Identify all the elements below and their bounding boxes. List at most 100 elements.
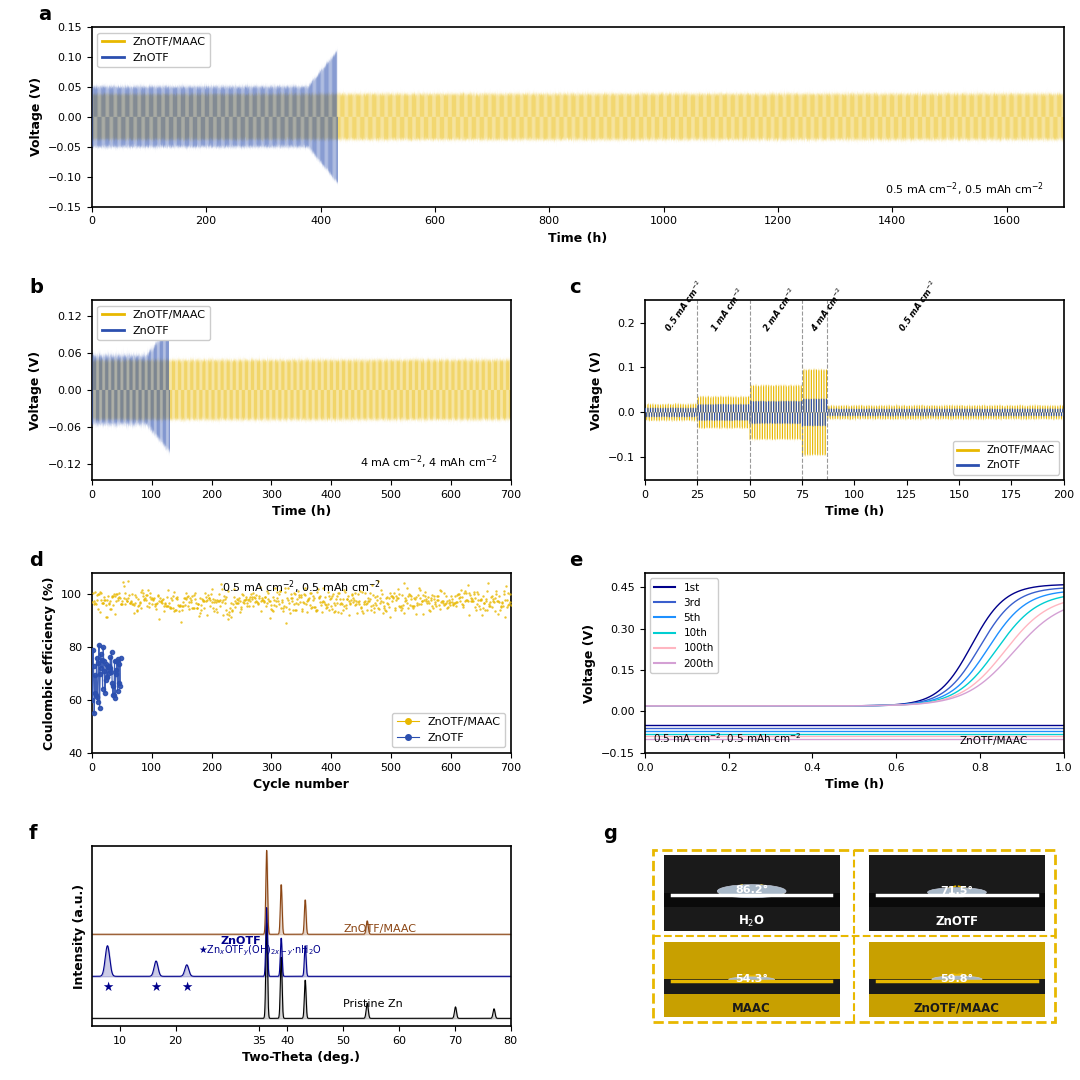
Point: [465, 585, 483, 603]
Y-axis label: Voltage (V): Voltage (V): [590, 350, 603, 430]
Point: [377, 602, 394, 619]
Point: [370, 600, 388, 618]
X-axis label: Cycle number: Cycle number: [254, 779, 349, 792]
Point: [347, 595, 364, 612]
Point: [192, 602, 210, 619]
Point: [163, 599, 180, 617]
Point: [258, 583, 275, 600]
Point: [464, 592, 482, 609]
Point: [393, 602, 410, 619]
Point: [262, 596, 280, 613]
Point: [265, 596, 282, 613]
Point: [190, 595, 207, 612]
Point: [248, 593, 266, 610]
Point: [171, 597, 188, 615]
Bar: [869, 855, 1045, 931]
Point: [409, 586, 427, 604]
Point: [411, 581, 429, 598]
Point: [144, 590, 161, 607]
Point: [496, 582, 513, 599]
Point: [438, 599, 456, 617]
Point: [330, 584, 348, 602]
Point: [448, 593, 465, 610]
Legend: ZnOTF/MAAC, ZnOTF: ZnOTF/MAAC, ZnOTF: [953, 441, 1058, 474]
Point: [386, 600, 403, 618]
Point: [89, 586, 106, 604]
Point: [231, 604, 248, 621]
Point: [318, 596, 335, 613]
Legend: ZnOTF/MAAC, ZnOTF: ZnOTF/MAAC, ZnOTF: [97, 306, 211, 340]
Point: [214, 592, 231, 609]
Point: [174, 593, 191, 610]
Point: [471, 597, 488, 615]
Point: [373, 592, 390, 609]
Point: [427, 593, 444, 610]
Point: [410, 579, 428, 596]
Point: [237, 589, 254, 606]
Point: [225, 595, 242, 612]
Point: [85, 592, 103, 609]
Point: [294, 600, 311, 618]
Point: [91, 583, 108, 600]
Point: [171, 597, 188, 615]
Point: [307, 602, 324, 619]
Point: [345, 589, 362, 606]
Point: [240, 591, 257, 608]
Point: [455, 596, 472, 613]
Point: [134, 588, 151, 605]
Point: [478, 583, 496, 600]
Point: [494, 595, 511, 612]
Point: [482, 597, 499, 615]
Point: [429, 591, 446, 608]
Point: [145, 592, 162, 609]
Point: [502, 596, 519, 613]
Point: [361, 584, 378, 602]
Y-axis label: Voltage (V): Voltage (V): [582, 623, 595, 703]
Point: [391, 585, 408, 603]
Point: [476, 600, 494, 618]
Point: [363, 597, 380, 615]
Point: [205, 590, 222, 607]
Point: [154, 591, 172, 608]
Point: [96, 592, 113, 609]
Point: [366, 604, 383, 621]
Text: 0.5 mA cm$^{-2}$: 0.5 mA cm$^{-2}$: [896, 278, 941, 334]
Point: [284, 602, 301, 619]
Point: [102, 600, 119, 618]
Point: [149, 588, 166, 605]
Point: [163, 592, 180, 609]
Point: [164, 599, 181, 617]
Point: [208, 603, 226, 620]
Point: [125, 605, 143, 622]
Point: [337, 599, 354, 617]
Point: [486, 603, 503, 620]
Point: [376, 597, 393, 615]
Point: [178, 589, 195, 606]
Point: [110, 584, 127, 602]
Point: [335, 591, 352, 608]
Point: [215, 607, 232, 624]
Point: [390, 597, 407, 615]
Text: 0.5 mA cm$^{-2}$: 0.5 mA cm$^{-2}$: [662, 278, 706, 334]
Point: [353, 583, 370, 600]
Point: [379, 594, 396, 611]
Point: [187, 594, 204, 611]
Point: [282, 585, 299, 603]
Text: 2 mA cm$^{-2}$: 2 mA cm$^{-2}$: [760, 285, 799, 334]
Point: [501, 594, 518, 611]
Point: [275, 583, 293, 600]
Point: [329, 604, 347, 621]
Point: [276, 580, 294, 597]
Point: [394, 599, 411, 617]
Point: [397, 592, 415, 609]
Point: [123, 595, 140, 612]
Point: [261, 593, 279, 610]
Point: [309, 580, 326, 597]
Point: [463, 592, 481, 609]
Point: [189, 595, 206, 612]
Point: [245, 589, 262, 606]
Point: [242, 585, 259, 603]
Point: [241, 589, 258, 606]
Point: [450, 585, 468, 603]
Point: [438, 593, 456, 610]
